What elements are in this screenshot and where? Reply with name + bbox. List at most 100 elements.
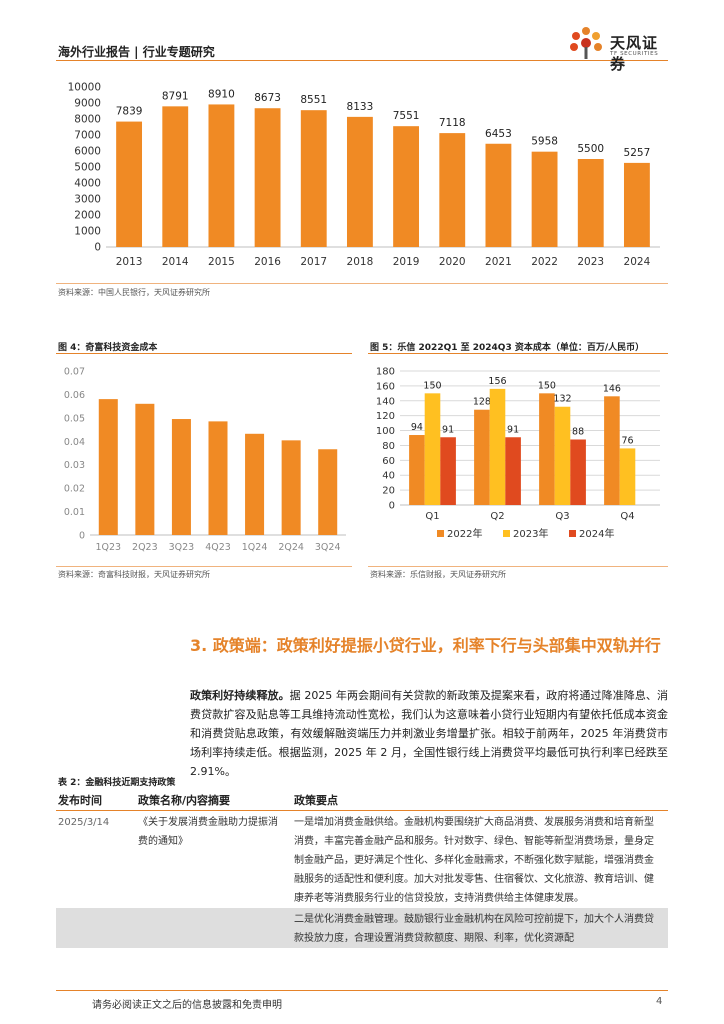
y-tick-label: 6000 (74, 146, 101, 158)
bar (135, 403, 155, 535)
lexin-capital-cost-chart: 0 20 40 60 80 100 120 140 160 180 94 150 91 Q1 128 156 9… (376, 367, 660, 540)
y-tick-label: 0 (389, 501, 395, 512)
data-label: 128 (473, 397, 491, 408)
bar (604, 396, 620, 505)
row-policy-name (136, 908, 292, 948)
chart1-source: 资料来源：中国人民银行，天风证券研究所 (58, 288, 210, 297)
x-tick-label: Q1 (425, 511, 439, 522)
x-tick-label: 2020 (439, 256, 466, 268)
page-number: 4 (656, 996, 663, 1007)
x-tick-label: 2017 (300, 256, 327, 268)
data-label: 88 (572, 426, 584, 437)
y-tick-label: 1000 (74, 226, 101, 238)
y-tick-label: 0 (94, 242, 101, 254)
bar (570, 439, 586, 505)
data-label: 5257 (624, 147, 651, 159)
header-divider (56, 60, 668, 61)
bar (245, 433, 265, 535)
y-tick-label: 10000 (68, 82, 101, 94)
qifu-funding-cost-chart: 0 0.01 0.02 0.03 0.04 0.05 0.06 0.07 1Q23 2Q23 3Q2… (64, 367, 346, 553)
y-tick-label: 8000 (74, 114, 101, 126)
figure5-title: 图 5：乐信 2022Q1 至 2024Q3 资本成本（单位：百万/人民币） (370, 343, 645, 353)
legend-label: 2023年 (513, 527, 548, 540)
data-label: 8673 (254, 92, 281, 104)
bar (300, 110, 327, 248)
bar (208, 104, 235, 247)
table-title: 表 2：金融科技近期支持政策 (58, 778, 176, 788)
y-tick-label: 100 (376, 426, 395, 437)
paragraph-body: 据 2025 年两会期间有关贷款的新政策及提案来看，政府将通过降准降息、消费贷款… (190, 689, 668, 778)
x-tick-label: 3Q23 (169, 542, 195, 553)
logo-flower-icon (570, 27, 602, 59)
bar (531, 151, 558, 247)
logo-subtitle: TF SECURITIES (610, 51, 659, 57)
y-tick-label: 160 (376, 381, 395, 392)
bar (489, 388, 506, 505)
data-label: 7551 (393, 110, 420, 122)
y-tick-label: 180 (376, 367, 395, 378)
bar (439, 133, 466, 247)
data-label: 150 (538, 380, 556, 391)
data-label: 8910 (208, 88, 235, 100)
row-policy-points: 二是优化消费金融管理。鼓励银行业金融机构在风险可控前提下，加大个人消费贷款投放力… (292, 908, 668, 948)
y-tick-label: 0.05 (64, 413, 85, 424)
data-label: 8133 (347, 101, 374, 113)
y-tick-label: 60 (382, 456, 395, 467)
x-tick-label: Q2 (490, 511, 504, 522)
y-tick-label: 5000 (74, 162, 101, 174)
figure4-title: 图 4：奇富科技资金成本 (58, 343, 158, 353)
header-date: 发布时间 (56, 789, 136, 811)
bar (554, 406, 571, 505)
row-policy-name: 《关于发展消费金融助力提振消费的通知》 (138, 817, 278, 847)
x-tick-label: Q4 (620, 511, 634, 522)
y-tick-label: 40 (382, 471, 395, 482)
header-policy-name: 政策名称/内容摘要 (136, 789, 292, 811)
bar (171, 419, 191, 535)
x-tick-label: 2019 (393, 256, 420, 268)
data-label: 94 (411, 422, 423, 433)
data-label: 5500 (577, 143, 604, 155)
data-label: 7118 (439, 117, 466, 129)
table-row: 2025/3/14 《关于发展消费金融助力提振消费的通知》 一是增加消费金融供给… (56, 811, 668, 909)
figure5-divider (368, 566, 668, 567)
legend-label: 2022年 (447, 527, 482, 540)
y-tick-label: 7000 (74, 130, 101, 142)
paragraph-lead: 政策利好持续释放。 (190, 689, 290, 702)
x-tick-label: 2021 (485, 256, 512, 268)
footer-disclaimer: 请务必阅读正文之后的信息披露和免责申明 (92, 1000, 282, 1011)
bar (116, 121, 143, 247)
bar (539, 393, 555, 505)
y-tick-label: 120 (376, 411, 395, 422)
y-tick-label: 0.04 (64, 437, 85, 448)
x-tick-label: 2013 (116, 256, 143, 268)
figure4-title-rule (56, 353, 352, 354)
row-date (56, 908, 136, 948)
x-tick-label: 2024 (624, 256, 651, 268)
bar (409, 435, 425, 505)
bar (424, 393, 441, 505)
table-row: 二是优化消费金融管理。鼓励银行业金融机构在风险可控前提下，加大个人消费贷款投放力… (56, 908, 668, 948)
legend-label: 2024年 (579, 527, 614, 540)
bar (281, 440, 301, 535)
data-label: 146 (603, 383, 621, 394)
bar (162, 106, 189, 248)
company-logo: 天风证券 TF SECURITIES (566, 26, 671, 73)
bar (577, 159, 604, 247)
x-tick-label: 2018 (347, 256, 374, 268)
y-tick-label: 140 (376, 396, 395, 407)
y-tick-label: 0.01 (64, 507, 85, 518)
row-date: 2025/3/14 (58, 817, 110, 828)
figure5-source: 资料来源：乐信财报，天风证券研究所 (370, 570, 506, 579)
footer-divider (56, 990, 668, 991)
figure4-divider (56, 566, 352, 567)
bar (485, 143, 512, 247)
y-tick-label: 20 (382, 486, 395, 497)
logo-name: 天风证券 (610, 34, 659, 73)
y-tick-label: 0.07 (64, 367, 85, 378)
y-tick-label: 0 (79, 531, 85, 542)
header-policy-points: 政策要点 (292, 789, 668, 811)
bar (505, 437, 521, 505)
y-tick-label: 80 (382, 441, 395, 452)
bar (318, 449, 338, 535)
figure5-title-rule (368, 353, 668, 354)
